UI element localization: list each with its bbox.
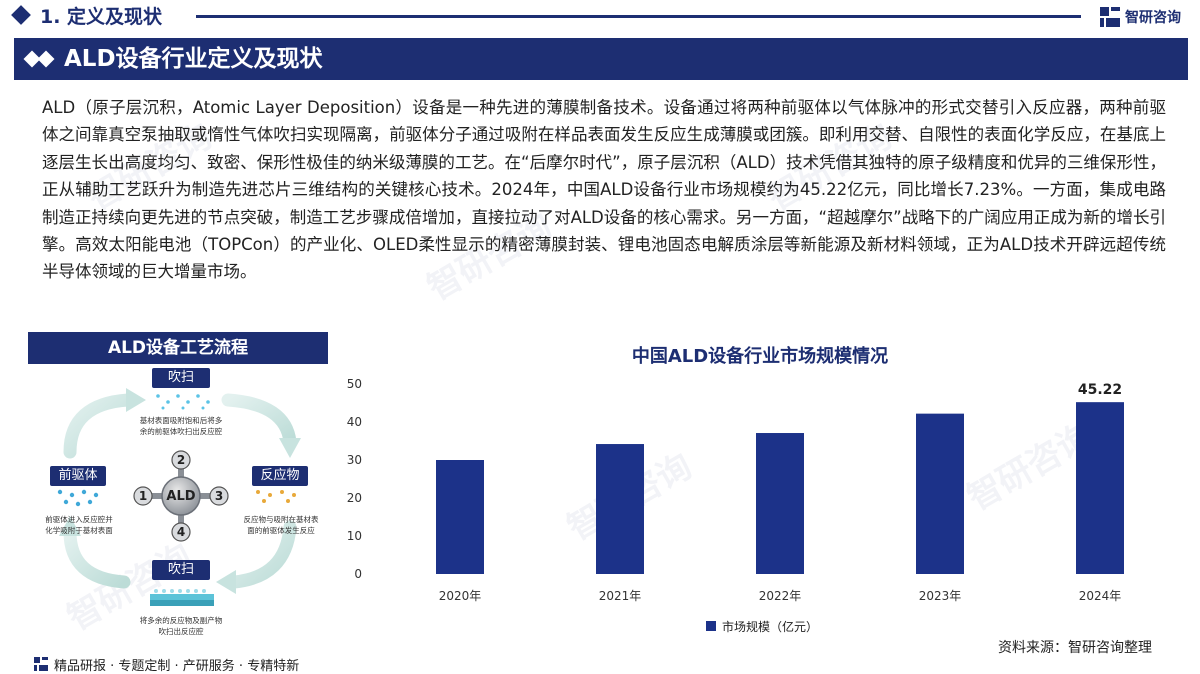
gas-particles-icon bbox=[156, 394, 210, 410]
stage-label-purge-bottom: 吹扫 bbox=[152, 560, 210, 580]
bar bbox=[916, 413, 964, 574]
cycle-arrow-icon bbox=[63, 393, 297, 589]
x-tick-label: 2024年 bbox=[1079, 589, 1122, 603]
step-number: 2 bbox=[176, 453, 186, 467]
stage-label-purge-top: 吹扫 bbox=[152, 368, 210, 388]
bar bbox=[436, 460, 484, 574]
x-tick-label: 2022年 bbox=[759, 589, 802, 603]
logo-icon bbox=[34, 657, 48, 671]
arrowhead-icon bbox=[59, 388, 301, 594]
y-tick-label: 50 bbox=[347, 377, 362, 391]
stage-desc-purge-bottom: 将多余的反应物及副产物 吹扫出反应腔 bbox=[139, 616, 223, 636]
stage-desc-purge-top: 基材表面吸附饱和后将多 余的前驱体吹扫出反应腔 bbox=[139, 416, 223, 436]
section-title: 1. 定义及现状 bbox=[40, 6, 163, 28]
y-tick-label: 20 bbox=[347, 491, 362, 505]
description-paragraph: ALD（原子层沉积，Atomic Layer Deposition）设备是一种先… bbox=[42, 98, 1166, 282]
step-number: 3 bbox=[214, 489, 224, 503]
footer: 精品研报 · 专题定制 · 产研服务 · 专精特新 bbox=[34, 655, 300, 674]
legend-label: 市场规模（亿元） bbox=[722, 619, 819, 634]
stage-desc-reactant: 反应物与吸附在基材表 面的前驱体发生反应 bbox=[243, 515, 319, 535]
y-tick-label: 40 bbox=[347, 415, 362, 429]
section-marker-icon bbox=[11, 5, 31, 25]
logo-icon bbox=[1100, 7, 1120, 27]
x-tick-label: 2021年 bbox=[599, 589, 642, 603]
brand-logo: 智研咨询 bbox=[1100, 6, 1181, 28]
x-tick-label: 2023年 bbox=[919, 589, 962, 603]
y-tick-label: 0 bbox=[354, 567, 362, 581]
process-diagram bbox=[57, 388, 301, 606]
substrate-layer-icon bbox=[150, 589, 214, 606]
page-title: ALD设备行业定义及现状 bbox=[64, 46, 323, 72]
x-tick-label: 2020年 bbox=[439, 589, 482, 603]
ald-cross-diagram bbox=[133, 450, 229, 542]
bar bbox=[756, 433, 804, 574]
step-number: 1 bbox=[138, 489, 148, 503]
bar bbox=[596, 444, 644, 574]
section-divider bbox=[196, 15, 1081, 18]
title-banner: ALD设备行业定义及现状 bbox=[14, 38, 1188, 80]
chart-title: 中国ALD设备行业市场规模情况 bbox=[631, 346, 889, 367]
ald-center-label: ALD bbox=[166, 489, 196, 504]
bar bbox=[1076, 402, 1124, 574]
legend-swatch bbox=[706, 621, 716, 631]
process-panel-title: ALD设备工艺流程 bbox=[28, 332, 328, 364]
footer-text: 精品研报 · 专题定制 · 产研服务 · 专精特新 bbox=[54, 658, 300, 674]
data-label: 45.22 bbox=[1078, 382, 1122, 398]
stage-label-reactant: 反应物 bbox=[252, 466, 308, 486]
precursor-particles-icon bbox=[57, 489, 99, 507]
step-number: 4 bbox=[176, 525, 186, 539]
section-header: 1. 定义及现状 智研咨询 bbox=[0, 0, 1200, 36]
bar-chart: 0 10 20 30 40 50 2020年 2021年 2022年 2023年 2024年 45.2… bbox=[347, 377, 1124, 603]
stage-label-precursor: 前驱体 bbox=[50, 466, 106, 486]
process-flow-panel: ALD设备工艺流程 bbox=[28, 332, 328, 644]
diamond-icon bbox=[37, 50, 55, 68]
chart-legend: 市场规模（亿元） bbox=[706, 617, 818, 635]
source-note: 资料来源：智研咨询整理 bbox=[998, 640, 1152, 656]
y-tick-label: 10 bbox=[347, 529, 362, 543]
stage-desc-precursor: 前驱体进入反应腔并 化学吸附于基材表面 bbox=[45, 515, 113, 535]
y-tick-label: 30 bbox=[347, 453, 362, 467]
reactant-particles-icon bbox=[256, 490, 296, 503]
logo-text: 智研咨询 bbox=[1125, 10, 1181, 26]
